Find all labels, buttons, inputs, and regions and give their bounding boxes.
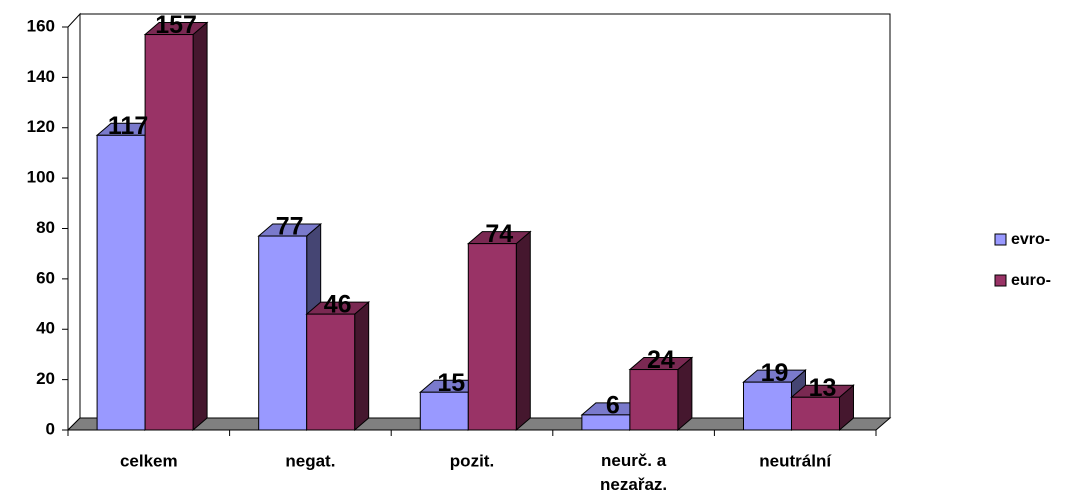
bar-side [192,21,208,432]
bar-side [354,301,370,432]
data-label: 6 [606,391,620,419]
legend-swatch [994,274,1007,287]
legend-label: evro- [1011,231,1050,248]
bar [144,34,194,431]
y-tick-label: 120 [27,117,55,136]
y-tick-label: 20 [36,369,55,388]
bar [629,369,679,431]
bar [790,396,840,431]
bar [96,134,146,431]
bar [467,243,517,431]
data-label: 19 [761,359,789,387]
data-label: 13 [809,374,837,402]
data-label: 77 [276,213,304,241]
x-tick-label: neurč. a nezařaz. [600,451,667,494]
x-tick-label: pozit. [450,451,494,470]
data-label: 46 [324,291,352,319]
legend-swatch [994,233,1007,246]
bar [742,381,792,431]
data-label: 157 [155,11,197,39]
y-tick-label: 40 [36,319,55,338]
data-label: 24 [647,346,675,374]
x-tick-label: neutrální [759,451,832,470]
bar-side [515,230,531,432]
data-label: 117 [108,112,148,140]
data-label: 74 [485,220,513,248]
y-tick-label: 160 [27,16,55,35]
y-tick-label: 0 [46,419,55,438]
x-tick-label: negat. [285,451,335,470]
side-wall [67,12,81,432]
bar-side [677,356,693,432]
bar [419,391,469,431]
y-tick-label: 100 [27,168,55,187]
bar [258,235,308,431]
legend-label: euro- [1011,272,1051,289]
y-tick-label: 80 [36,218,55,237]
x-tick-label: celkem [120,451,178,470]
y-tick-label: 60 [36,268,55,287]
bar [306,313,356,431]
data-label: 15 [437,369,465,397]
y-tick-label: 140 [27,67,55,86]
